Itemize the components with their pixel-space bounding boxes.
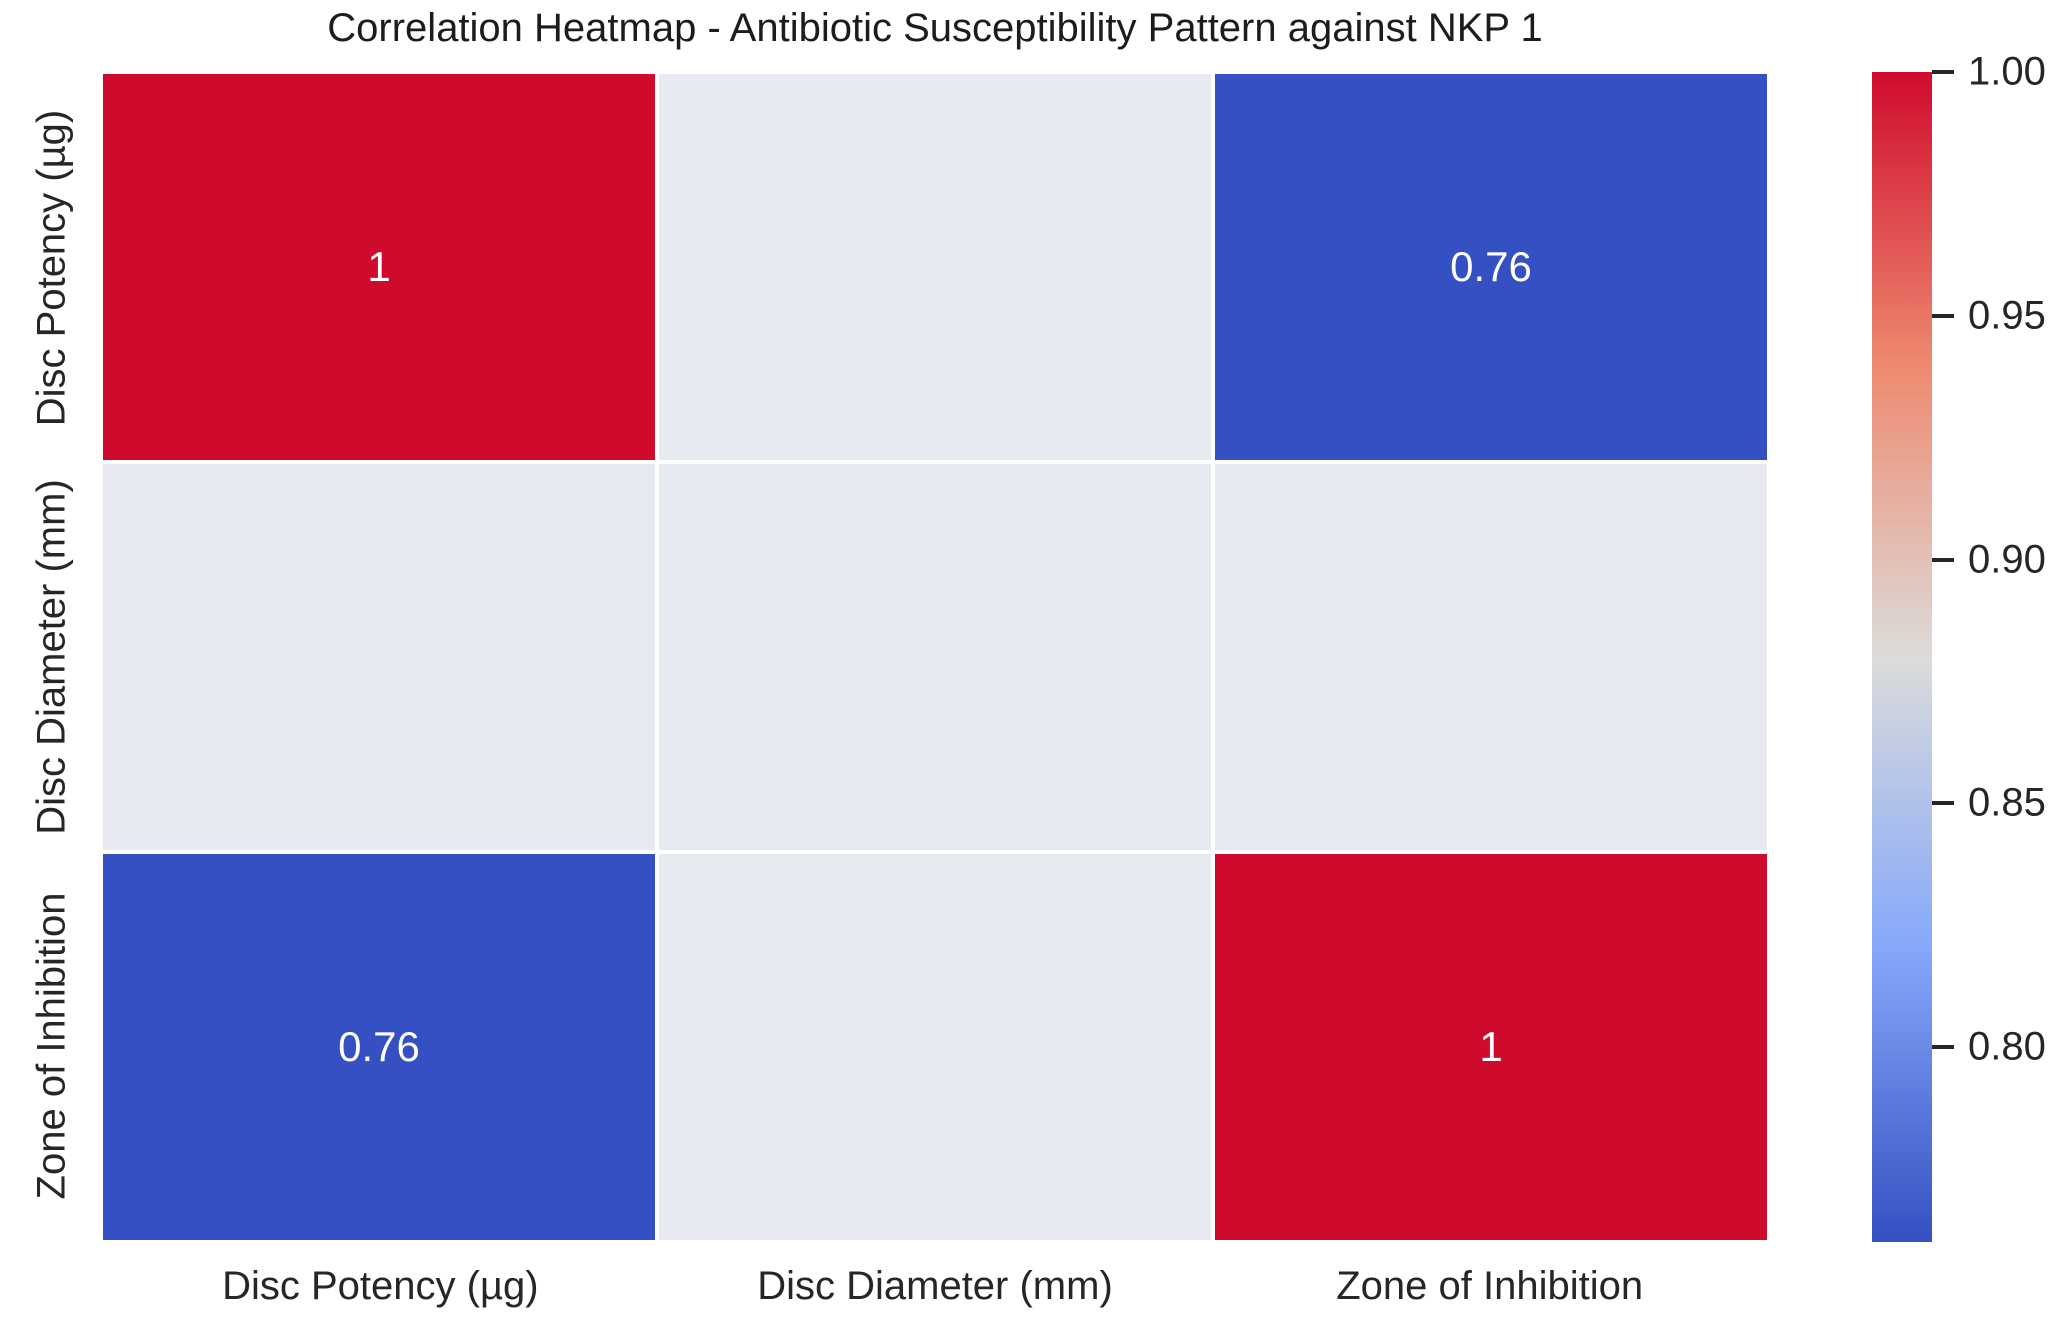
x-axis-label-2: Zone of Inhibition — [1336, 1264, 1644, 1308]
y-axis-label-2: Zone of Inhibition — [29, 892, 74, 1200]
colorbar-tick-label-1: 0.95 — [1968, 293, 2046, 338]
cell-value-label: 1 — [367, 243, 391, 290]
heatmap-cell-r0c0: 1 — [103, 74, 655, 460]
colorbar-tick-mark-0 — [1932, 70, 1954, 74]
heatmap-cell-r1c2 — [1215, 464, 1767, 850]
heatmap-cell-r0c2: 0.76 — [1215, 74, 1767, 460]
heatmap-cell-r0c1 — [659, 74, 1211, 460]
colorbar-tick-label-0: 1.00 — [1968, 49, 2046, 94]
heatmap-grid: 1 0.76 0.76 1 — [103, 74, 1767, 1240]
heatmap-cell-r1c0 — [103, 464, 655, 850]
cell-value-label: 0.76 — [338, 1023, 420, 1070]
chart-title: Correlation Heatmap - Antibiotic Suscept… — [327, 6, 1543, 50]
colorbar-tick-label-4: 0.80 — [1968, 1024, 2046, 1069]
colorbar-tick-mark-1 — [1932, 313, 1954, 318]
colorbar-tick-mark-3 — [1932, 801, 1954, 806]
colorbar-tick-label-3: 0.85 — [1968, 780, 2046, 825]
x-axis-label-1: Disc Diameter (mm) — [757, 1264, 1113, 1308]
heatmap-cell-r2c0: 0.76 — [103, 854, 655, 1240]
colorbar — [1872, 72, 1932, 1242]
colorbar-tick-mark-2 — [1932, 557, 1954, 562]
heatmap-cell-r2c2: 1 — [1215, 854, 1767, 1240]
x-axis-label-0: Disc Potency (µg) — [222, 1264, 539, 1308]
colorbar-tick-label-2: 0.90 — [1968, 537, 2046, 581]
heatmap-cell-r1c1 — [659, 464, 1211, 850]
y-axis-label-0: Disc Potency (µg) — [29, 110, 74, 427]
colorbar-tick-mark-4 — [1932, 1045, 1954, 1049]
heatmap-cell-r2c1 — [659, 854, 1211, 1240]
cell-value-label: 1 — [1479, 1023, 1503, 1070]
y-axis-label-1: Disc Diameter (mm) — [29, 479, 74, 835]
cell-value-label: 0.76 — [1450, 243, 1532, 290]
